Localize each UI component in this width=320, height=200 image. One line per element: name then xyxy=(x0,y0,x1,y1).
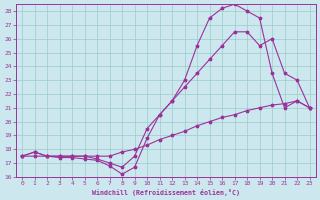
X-axis label: Windchill (Refroidissement éolien,°C): Windchill (Refroidissement éolien,°C) xyxy=(92,189,240,196)
